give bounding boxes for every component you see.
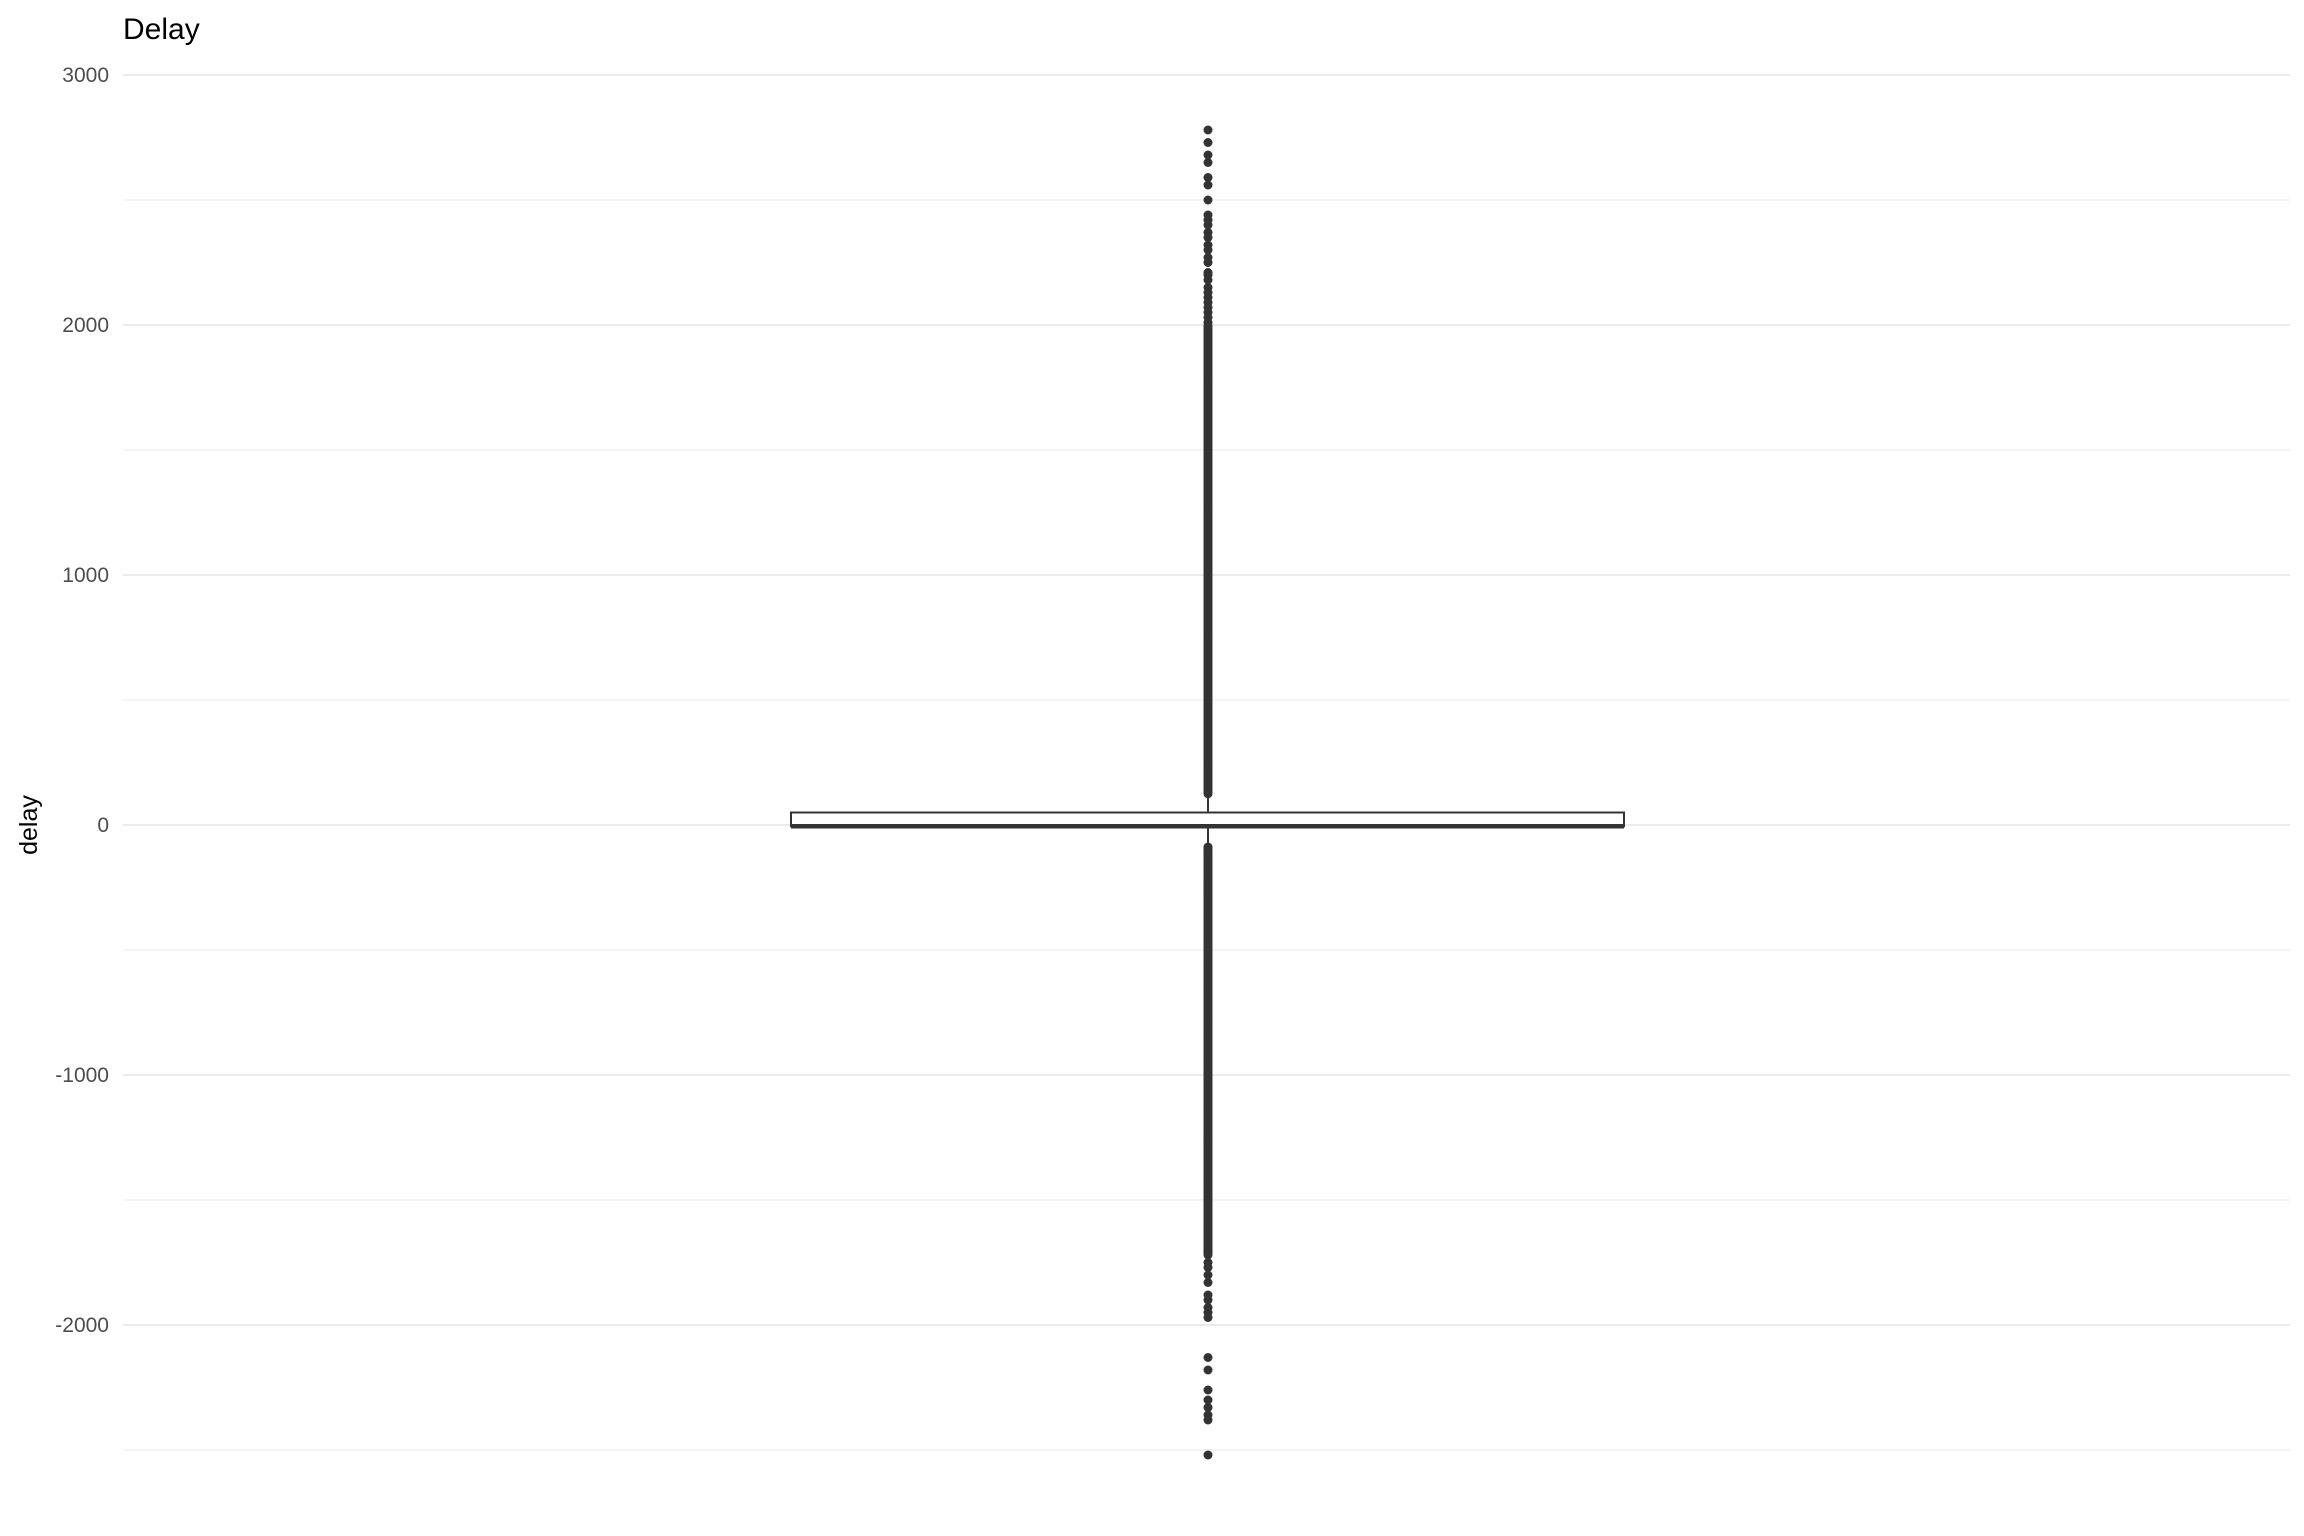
outlier-point [1203,842,1213,852]
y-tick-label: -1000 [55,1064,109,1087]
outlier-point [1203,1365,1213,1375]
outlier-point [1203,150,1213,160]
y-tick-label: 2000 [62,314,109,337]
outlier-point [1203,1313,1213,1322]
outlier-point [1203,1263,1213,1272]
chart-title: Delay [123,13,200,46]
outlier-point [1203,321,1213,331]
y-axis-ticks: 3000 2000 1000 0 -1000 -2000 [55,64,109,1337]
y-tick-label: 1000 [62,564,109,587]
outlier-point [1203,1450,1213,1460]
outlier-point [1203,245,1213,255]
outlier-point [1203,220,1213,230]
outlier-point [1203,1278,1213,1287]
outlier-point [1203,1395,1213,1405]
outlier-point [1203,195,1213,205]
outlier-point [1203,173,1213,182]
y-tick-label: 3000 [62,64,109,87]
outlier-points [1203,125,1213,1460]
box [790,795,1625,845]
outlier-point [1203,180,1213,190]
outlier-point [1203,1415,1213,1425]
y-axis-label: delay [15,795,43,855]
y-tick-label: -2000 [55,1314,109,1337]
outlier-point [1203,138,1213,147]
outlier-point [1203,275,1213,285]
outlier-point [1203,158,1213,167]
outlier-point [1203,1295,1213,1305]
outlier-point [1203,1270,1213,1280]
outlier-point [1203,233,1213,242]
outlier-point [1203,1403,1213,1412]
outlier-point [1203,258,1213,267]
y-tick-label: 0 [97,814,109,837]
outlier-point [1203,1385,1213,1395]
outlier-point [1203,125,1213,135]
outlier-point [1203,1353,1213,1362]
